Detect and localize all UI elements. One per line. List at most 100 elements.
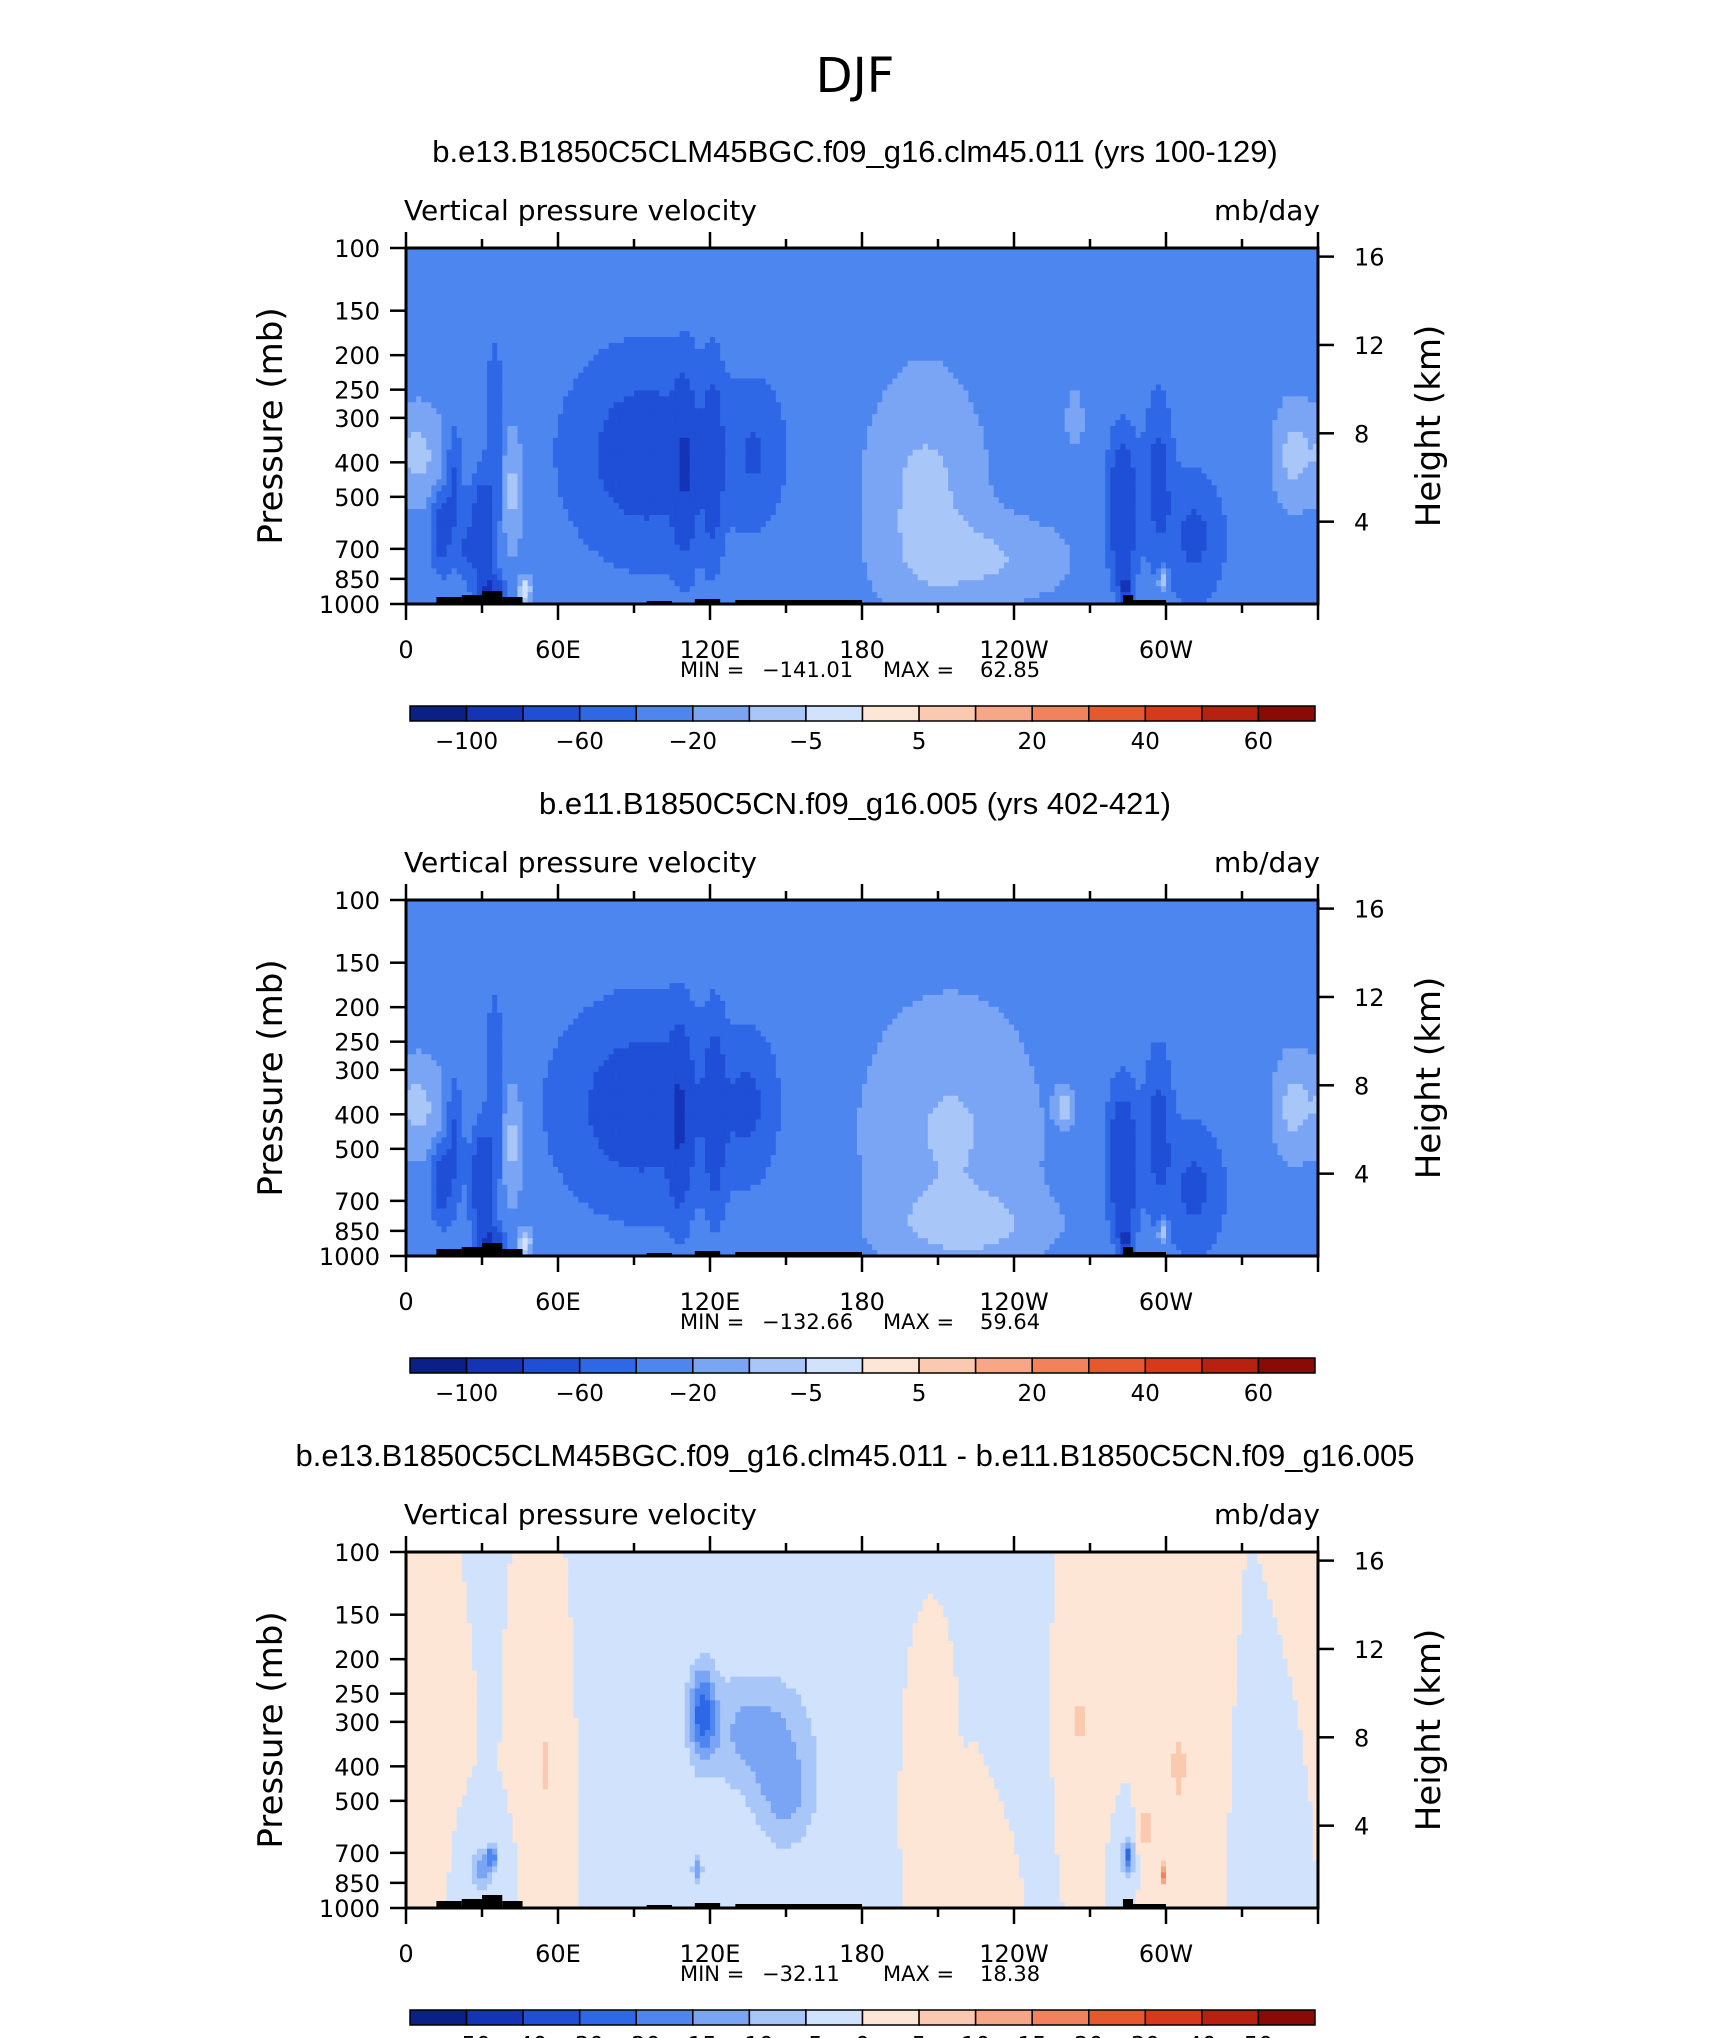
heatmap-cell [862,337,868,344]
heatmap-cell [609,367,615,374]
heatmap-cell [588,260,594,267]
heatmap-cell [832,278,838,285]
heatmap-cell [1055,373,1061,380]
heatmap-cell [867,260,873,267]
heatmap-cell [1176,337,1182,344]
heatmap-cell [680,396,686,403]
heatmap-cell [1024,331,1030,338]
heatmap-cell [416,396,422,403]
heatmap-cell [720,349,726,356]
heatmap-cell [1125,349,1131,356]
heatmap-cell [751,301,757,308]
heatmap-cell [1070,367,1076,374]
heatmap-cell [553,295,559,302]
heatmap-cell [664,307,670,314]
heatmap-cell [604,343,610,350]
heatmap-cell [1212,379,1218,386]
heatmap-cell [862,272,868,279]
heatmap-cell [766,343,772,350]
heatmap-cell [1095,337,1101,344]
heatmap-cell [842,313,848,320]
heatmap-cell [801,367,807,374]
heatmap-cell [994,254,1000,261]
heatmap-cell [1217,266,1223,273]
heatmap-cell [720,272,726,279]
heatmap-cell [1293,290,1299,297]
heatmap-cell [811,266,817,273]
heatmap-cell [979,301,985,308]
heatmap-cell [675,260,681,267]
heatmap-cell [634,313,640,320]
heatmap-cell [431,278,437,285]
heatmap-cell [903,355,909,362]
heatmap-cell [923,355,929,362]
heatmap-cell [593,384,599,391]
heatmap-cell [487,408,493,415]
heatmap-cell [1095,290,1101,297]
heatmap-cell [968,402,974,409]
heatmap-cell [791,284,797,291]
heatmap-cell [1288,390,1294,397]
heatmap-cell [786,367,792,374]
heatmap-cell [1217,284,1223,291]
heatmap-cell [700,319,706,326]
heatmap-cell [1252,384,1258,391]
heatmap-cell [497,390,503,397]
heatmap-cell [1293,331,1299,338]
heatmap-cell [1191,284,1197,291]
heatmap-cell [766,390,772,397]
heatmap-cell [832,307,838,314]
heatmap-cell [447,408,453,415]
heatmap-cell [963,319,969,326]
heatmap-cell [1227,367,1233,374]
heatmap-cell [441,349,447,356]
heatmap-cell [588,379,594,386]
heatmap-cell [897,331,903,338]
heatmap-cell [1288,355,1294,362]
heatmap-cell [1201,349,1207,356]
heatmap-cell [1303,355,1309,362]
heatmap-cell [512,278,518,285]
heatmap-cell [1060,278,1066,285]
heatmap-cell [842,349,848,356]
heatmap-cell [593,290,599,297]
heatmap-cell [654,266,660,273]
heatmap-cell [806,295,812,302]
heatmap-cell [1146,266,1152,273]
heatmap-cell [938,390,944,397]
heatmap-cell [1131,331,1137,338]
heatmap-cell [1141,278,1147,285]
heatmap-cell [558,343,564,350]
heatmap-cell [821,313,827,320]
heatmap-cell [614,319,620,326]
heatmap-cell [1151,272,1157,279]
heatmap-cell [1110,254,1116,261]
heatmap-cell [1293,343,1299,350]
heatmap-cell [1039,260,1045,267]
heatmap-cell [1207,254,1213,261]
heatmap-cell [953,343,959,350]
heatmap-cell [472,272,478,279]
heatmap-cell [791,361,797,368]
heatmap-cell [543,361,549,368]
heatmap-cell [882,408,888,415]
heatmap-cell [1186,331,1192,338]
heatmap-cell [1242,337,1248,344]
heatmap-cell [1019,390,1025,397]
heatmap-cell [928,307,934,314]
heatmap-cell [740,278,746,285]
heatmap-cell [1222,390,1228,397]
heatmap-cell [1252,331,1258,338]
heatmap-cell [1262,301,1268,308]
heatmap-cell [984,331,990,338]
heatmap-cell [918,313,924,320]
heatmap-cell [441,361,447,368]
heatmap-cell [548,313,554,320]
heatmap-cell [599,396,605,403]
heatmap-cell [872,284,878,291]
heatmap-cell [487,313,493,320]
heatmap-cell [948,384,954,391]
heatmap-cell [771,325,777,332]
heatmap-cell [1257,325,1263,332]
heatmap-cell [563,319,569,326]
